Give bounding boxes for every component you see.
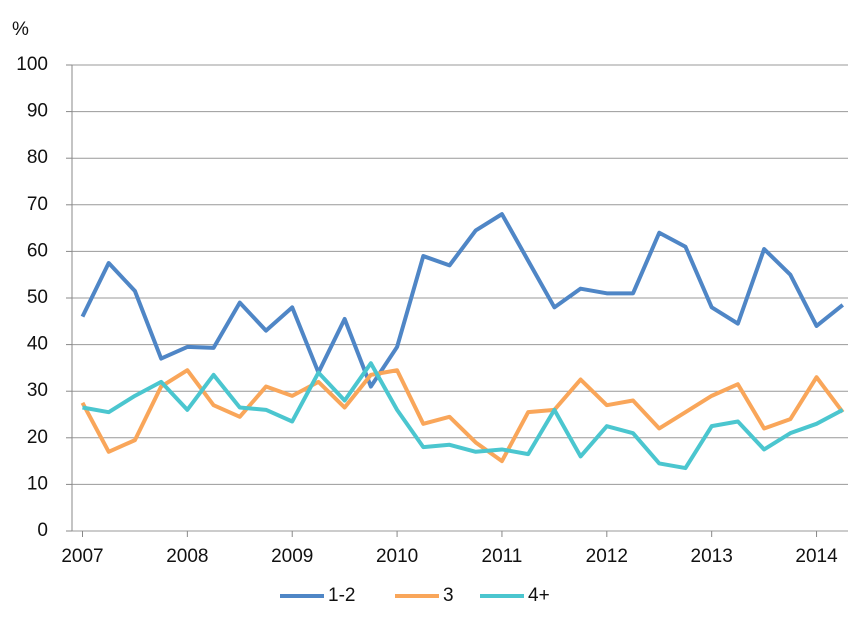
x-tick-label: 2012 — [586, 546, 628, 567]
series-line — [80, 212, 845, 389]
legend-label: 3 — [443, 585, 454, 606]
x-tick-label: 2009 — [271, 546, 313, 567]
y-tick-label: 70 — [27, 194, 48, 215]
series-line — [82, 361, 844, 471]
legend-label: 1-2 — [328, 585, 355, 606]
y-axis-label: % — [12, 19, 29, 40]
x-tick-label: 2011 — [482, 546, 523, 567]
x-tick-label: 2013 — [691, 546, 733, 567]
y-tick-label: 10 — [27, 473, 48, 494]
x-tick-label: 2007 — [61, 546, 103, 567]
x-tick-label: 2008 — [166, 546, 208, 567]
y-tick-label: 80 — [27, 147, 48, 168]
series-line — [80, 368, 845, 464]
y-tick-label: 20 — [27, 427, 48, 448]
y-tick-label: 0 — [37, 520, 48, 541]
y-tick-label: 90 — [27, 101, 48, 122]
y-tick-label: 40 — [27, 334, 48, 355]
legend-label: 4+ — [528, 585, 550, 606]
y-tick-label: 50 — [27, 287, 48, 308]
y-tick-label: 100 — [16, 54, 48, 75]
x-tick-label: 2014 — [795, 546, 838, 567]
y-tick-label: 30 — [27, 380, 48, 401]
y-tick-label: 60 — [27, 240, 48, 261]
x-tick-label: 2010 — [376, 546, 418, 567]
